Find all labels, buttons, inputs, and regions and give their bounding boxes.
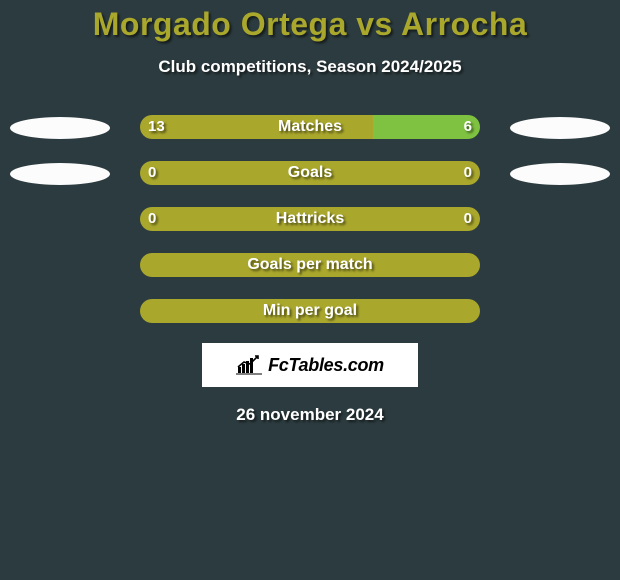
stat-row: Min per goal bbox=[0, 299, 620, 323]
stat-bar-left bbox=[140, 253, 480, 277]
stat-row: Goals per match bbox=[0, 253, 620, 277]
stat-row: Matches136 bbox=[0, 115, 620, 139]
title-player-left: Morgado Ortega bbox=[93, 6, 347, 42]
stat-bar-left bbox=[140, 161, 310, 185]
stat-row: Hattricks00 bbox=[0, 207, 620, 231]
stat-rows: Matches136 Goals00 Hattricks00 Goals per ma… bbox=[0, 115, 620, 323]
title-vs: vs bbox=[356, 6, 393, 42]
stat-bar bbox=[140, 161, 480, 185]
title-player-right: Arrocha bbox=[401, 6, 527, 42]
stat-bar bbox=[140, 253, 480, 277]
player-right-ellipse-icon bbox=[510, 163, 610, 185]
stat-bar bbox=[140, 299, 480, 323]
stat-bar-right bbox=[310, 161, 480, 185]
bar-chart-icon bbox=[236, 355, 262, 375]
stat-bar-left bbox=[140, 207, 310, 231]
page-title: Morgado Ortega vs Arrocha bbox=[0, 0, 620, 43]
stat-bar-right bbox=[373, 115, 480, 139]
stat-bar-left bbox=[140, 115, 373, 139]
stat-row: Goals00 bbox=[0, 161, 620, 185]
player-right-ellipse-icon bbox=[510, 117, 610, 139]
subtitle: Club competitions, Season 2024/2025 bbox=[0, 57, 620, 77]
logo-text: FcTables.com bbox=[268, 355, 384, 376]
player-left-ellipse-icon bbox=[10, 117, 110, 139]
logo-box: FcTables.com bbox=[202, 343, 418, 387]
stat-bar-right bbox=[310, 207, 480, 231]
stat-bar bbox=[140, 207, 480, 231]
player-left-ellipse-icon bbox=[10, 163, 110, 185]
generated-date: 26 november 2024 bbox=[0, 405, 620, 425]
stat-bar-left bbox=[140, 299, 480, 323]
stat-bar bbox=[140, 115, 480, 139]
comparison-infographic: Morgado Ortega vs Arrocha Club competiti… bbox=[0, 0, 620, 580]
